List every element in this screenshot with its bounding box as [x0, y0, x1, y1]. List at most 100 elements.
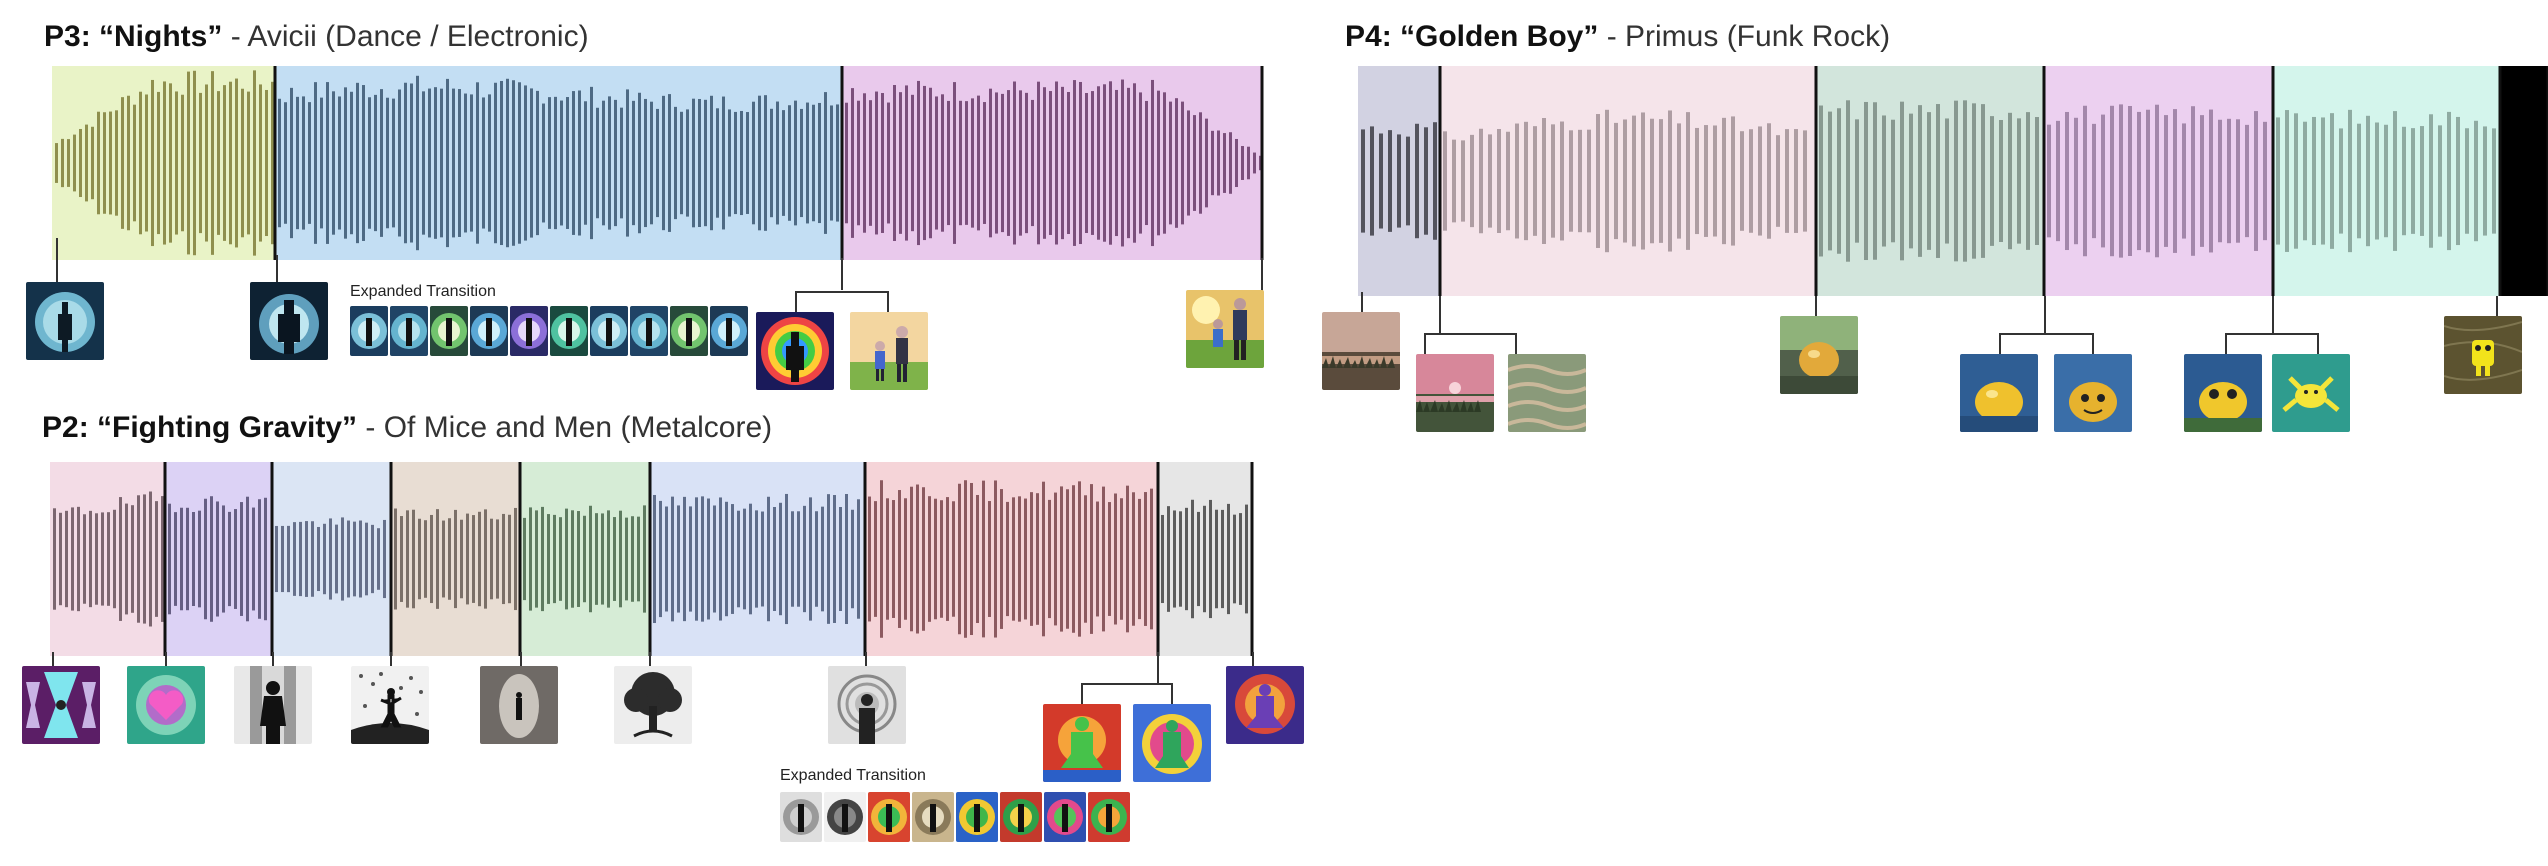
waveform-bar [2254, 111, 2258, 251]
waveform-bar [1253, 152, 1256, 174]
waveform-bar [1882, 115, 1886, 247]
transition-frame-image [1044, 792, 1086, 842]
waveform-bar [607, 510, 610, 608]
waveform-bar [917, 80, 920, 246]
waveform-bar [881, 93, 884, 233]
p2-expanded-transition-strip [780, 792, 1130, 842]
waveform-bar [2456, 116, 2460, 246]
waveform-bar [625, 517, 628, 601]
waveform-bar [529, 507, 532, 611]
waveform-bar [940, 500, 943, 618]
segment-boundary [2498, 66, 2502, 296]
waveform-bar [1179, 511, 1182, 607]
transition-frame-image [956, 792, 998, 842]
waveform-bar [2285, 110, 2289, 252]
transition-frame-image [912, 792, 954, 842]
waveform-bar [101, 512, 104, 606]
waveform-bar [1091, 91, 1094, 235]
p2-title-bold: P2: “Fighting Gravity” [42, 411, 358, 444]
waveform-bar [2245, 124, 2249, 238]
waveform-bar [1855, 119, 1859, 243]
waveform-bar [67, 139, 70, 187]
waveform-bar [773, 506, 776, 612]
waveform-bar [782, 110, 785, 216]
waveform-bar [2074, 117, 2078, 245]
waveform-bar [1049, 91, 1052, 235]
waveform-bar [211, 71, 214, 255]
waveform-bar [1388, 130, 1392, 232]
waveform-bar [806, 102, 809, 224]
segment-boundary [2546, 66, 2548, 296]
waveform-bar [1785, 129, 1789, 233]
waveform-bar [953, 82, 956, 244]
waveform-bar [650, 101, 653, 225]
waveform-bar [1132, 492, 1135, 626]
waveform-bar [1161, 514, 1164, 604]
waveform-bar [523, 517, 526, 601]
waveform-bar [1587, 129, 1591, 233]
waveform-bar [659, 500, 662, 618]
waveform-bar [1199, 112, 1202, 214]
waveform-bar [1247, 146, 1250, 180]
silhouette-man-image [250, 282, 328, 360]
waveform-bar [1722, 117, 1726, 245]
waveform-bar [1424, 127, 1428, 235]
waveform-bar [1515, 123, 1519, 239]
waveform-bar [571, 510, 574, 608]
waveform-bar [767, 496, 770, 622]
waveform-bar [2200, 115, 2204, 247]
waveform-bar [578, 90, 581, 236]
waveform-bar [716, 108, 719, 218]
panel-title-p4: P4: “Golden Boy” - Primus (Funk Rock) [1345, 19, 1890, 55]
waveform-bar [2384, 124, 2388, 238]
segment-boundary [2271, 66, 2275, 296]
waveform-bar [326, 82, 329, 244]
waveform-bar [2530, 118, 2534, 244]
segment-boundary [518, 462, 522, 656]
waveform-bar [500, 80, 503, 246]
waveform-bar [1012, 497, 1015, 621]
waveform-bar [434, 87, 437, 239]
waveform-bar [1096, 501, 1099, 617]
waveform-bar [472, 515, 475, 603]
waveform-bar [103, 112, 106, 214]
waveform-bar [458, 89, 461, 237]
waveform-bar [299, 521, 302, 597]
waveform-bar [2420, 126, 2424, 236]
waveform-bar [1632, 115, 1636, 247]
waveform-bar [1794, 129, 1798, 233]
waveform-bar [911, 94, 914, 232]
waveform-bar [205, 84, 208, 242]
waveform-bar [73, 134, 76, 192]
waveform-bar [259, 84, 262, 242]
waveform-bar [2047, 124, 2051, 238]
waveform-bar [542, 103, 545, 223]
waveform-bar [964, 480, 967, 638]
waveform-bar [1013, 81, 1016, 245]
waveform-bar [422, 91, 425, 235]
hourglass-pattern-image [22, 666, 100, 744]
waveform-bar [644, 98, 647, 228]
waveform-bar [169, 83, 172, 243]
waveform-bar [2146, 109, 2150, 253]
waveform-bar [922, 487, 925, 631]
waveform-bar [1415, 123, 1419, 239]
waveform-bar [91, 126, 94, 200]
waveform-bar [1025, 92, 1028, 234]
waveform-bar [1169, 101, 1172, 225]
waveform-bar [601, 513, 604, 605]
waveform-bar [241, 88, 244, 238]
waveform-bar [595, 513, 598, 605]
waveform-bar [797, 511, 800, 607]
waveform-bar [1001, 93, 1004, 233]
waveform-bar [79, 128, 82, 198]
waveform-bar [85, 124, 88, 202]
waveform-bar [186, 507, 189, 611]
waveform-bar [502, 513, 505, 605]
waveform-bar [210, 496, 213, 622]
waveform-bar [1927, 112, 1931, 250]
waveform-bar [1776, 135, 1780, 227]
transition-frame-image [824, 792, 866, 842]
waveform-bar [1533, 126, 1537, 236]
waveform-bar [398, 89, 401, 237]
